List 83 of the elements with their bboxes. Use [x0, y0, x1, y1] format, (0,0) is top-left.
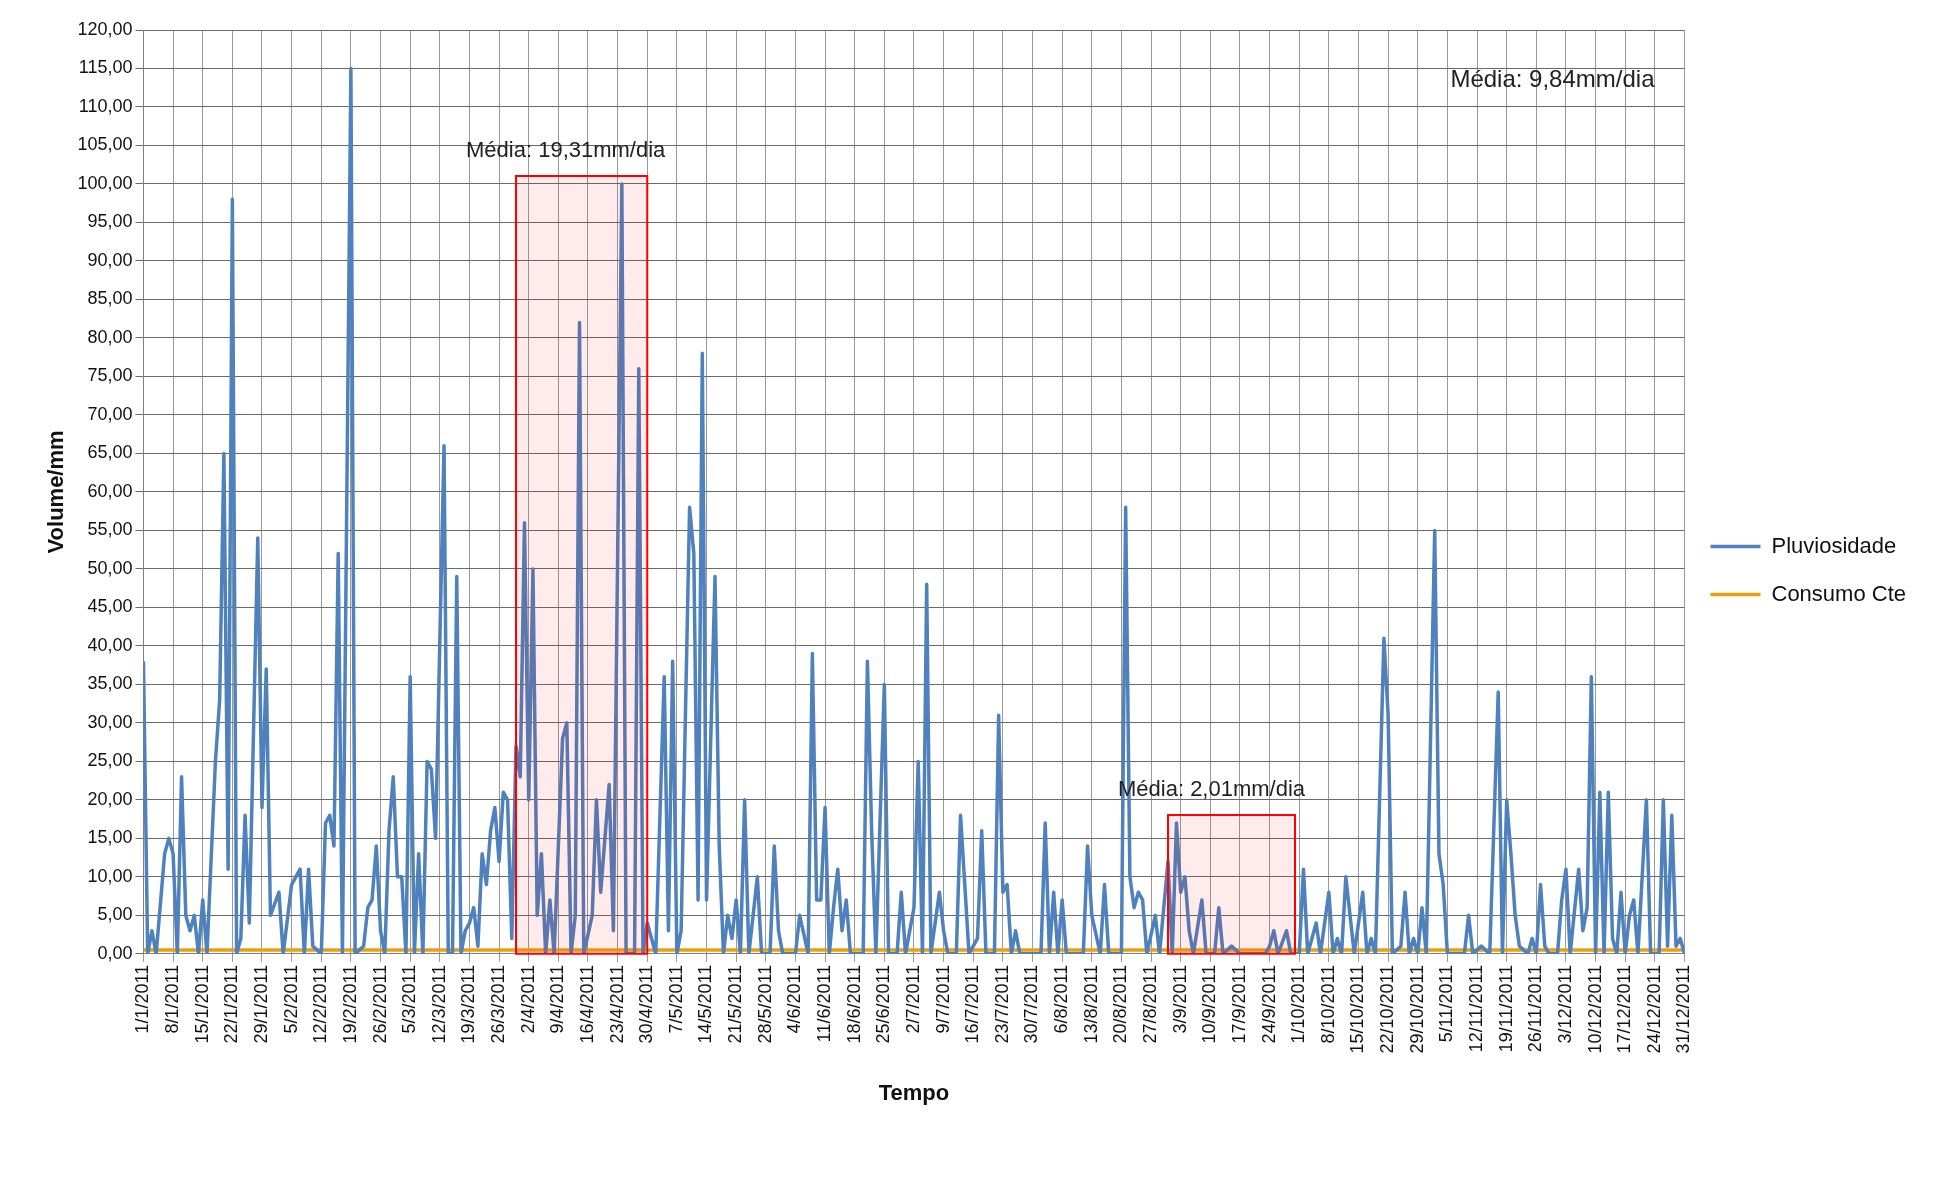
- x-tick-label: 12/3/2011: [428, 964, 449, 1044]
- x-tick-label: 16/7/2011: [962, 964, 983, 1044]
- y-tick-label: 65,00: [87, 442, 133, 463]
- x-tick-label: 3/9/2011: [1169, 964, 1190, 1034]
- y-tick-label: 5,00: [97, 904, 133, 925]
- x-tick-label: 30/4/2011: [636, 964, 657, 1044]
- x-tick-label: 1/1/2011: [132, 964, 153, 1034]
- x-tick-label: 20/8/2011: [1110, 964, 1131, 1044]
- x-tick-label: 28/5/2011: [754, 964, 775, 1044]
- x-tick-label: 19/2/2011: [339, 964, 360, 1044]
- y-tick-label: 110,00: [78, 95, 133, 116]
- y-tick-label: 10,00: [87, 865, 133, 886]
- x-tick-label: 26/3/2011: [488, 964, 509, 1044]
- x-tick-label: 21/5/2011: [725, 964, 746, 1044]
- x-tick-label: 1/10/2011: [1288, 964, 1309, 1044]
- x-tick-label: 2/4/2011: [517, 964, 538, 1034]
- x-tick-label: 27/8/2011: [1140, 964, 1161, 1044]
- x-tick-label: 9/4/2011: [547, 964, 568, 1034]
- x-tick-label: 3/12/2011: [1554, 964, 1575, 1044]
- x-tick-label: 12/2/2011: [310, 964, 331, 1044]
- x-tick-label: 8/10/2011: [1317, 964, 1338, 1044]
- x-tick-label: 2/7/2011: [902, 964, 923, 1034]
- y-tick-label: 90,00: [87, 249, 133, 270]
- x-tick-label: 12/11/2011: [1466, 964, 1487, 1053]
- x-tick-label: 19/3/2011: [458, 964, 479, 1044]
- x-tick-label: 23/7/2011: [991, 964, 1012, 1044]
- y-tick-label: 70,00: [87, 403, 133, 424]
- x-tick-label: 5/2/2011: [280, 964, 301, 1034]
- x-tick-label: 31/12/2011: [1673, 964, 1694, 1054]
- x-tick-label: 26/11/2011: [1525, 964, 1546, 1053]
- y-tick-label: 115,00: [78, 57, 133, 78]
- x-tick-label: 30/7/2011: [1021, 964, 1042, 1044]
- x-tick-label: 24/9/2011: [1258, 964, 1279, 1044]
- x-tick-label: 25/6/2011: [873, 964, 894, 1044]
- y-tick-label: 25,00: [87, 750, 133, 771]
- y-tick-label: 50,00: [87, 557, 133, 578]
- x-tick-label: 14/5/2011: [695, 964, 716, 1044]
- y-tick-label: 120,00: [77, 18, 133, 39]
- x-tick-label: 18/6/2011: [843, 964, 864, 1044]
- y-tick-label: 85,00: [87, 288, 133, 309]
- y-tick-label: 0,00: [97, 942, 133, 963]
- x-tick-label: 22/10/2011: [1377, 964, 1398, 1054]
- legend-label: Pluviosidade: [1771, 532, 1897, 558]
- x-tick-label: 10/9/2011: [1199, 964, 1220, 1044]
- y-tick-label: 15,00: [87, 827, 133, 848]
- y-axis-title: Volume/mm: [43, 430, 69, 554]
- x-tick-label: 23/4/2011: [606, 964, 627, 1044]
- x-tick-label: 13/8/2011: [1080, 964, 1101, 1044]
- x-tick-label: 29/10/2011: [1406, 964, 1427, 1054]
- legend-label: Consumo Cte: [1771, 580, 1907, 606]
- x-tick-label: 7/5/2011: [665, 964, 686, 1034]
- x-tick-label: 15/10/2011: [1347, 964, 1368, 1054]
- x-tick-label: 5/3/2011: [399, 964, 420, 1034]
- x-tick-label: 5/11/2011: [1436, 964, 1457, 1043]
- x-tick-label: 8/1/2011: [162, 964, 183, 1034]
- y-tick-label: 30,00: [87, 711, 133, 732]
- x-tick-label: 17/12/2011: [1614, 964, 1635, 1054]
- x-tick-label: 29/1/2011: [250, 964, 271, 1044]
- y-tick-label: 20,00: [87, 788, 133, 809]
- x-tick-label: 19/11/2011: [1495, 964, 1516, 1053]
- y-tick-label: 75,00: [87, 365, 133, 386]
- y-tick-label: 105,00: [77, 134, 133, 155]
- x-tick-label: 4/6/2011: [784, 964, 805, 1034]
- x-tick-label: 24/12/2011: [1643, 964, 1664, 1054]
- y-tick-label: 95,00: [87, 211, 133, 232]
- y-tick-label: 40,00: [87, 634, 133, 655]
- y-tick-label: 45,00: [87, 596, 133, 617]
- x-tick-label: 22/1/2011: [221, 964, 242, 1044]
- x-tick-label: 16/4/2011: [576, 964, 597, 1044]
- x-tick-label: 10/12/2011: [1584, 964, 1605, 1054]
- y-tick-label: 55,00: [87, 519, 133, 540]
- x-tick-label: 17/9/2011: [1228, 964, 1249, 1044]
- x-tick-label: 15/1/2011: [191, 964, 212, 1044]
- annotation: Média: 9,84mm/dia: [1450, 64, 1656, 92]
- y-tick-label: 100,00: [77, 172, 133, 193]
- x-axis-title: Tempo: [878, 1079, 950, 1105]
- x-tick-label: 9/7/2011: [932, 964, 953, 1034]
- y-tick-label: 80,00: [87, 326, 133, 347]
- x-tick-label: 26/2/2011: [369, 964, 390, 1044]
- x-tick-label: 11/6/2011: [814, 964, 835, 1043]
- y-tick-label: 60,00: [87, 480, 133, 501]
- y-tick-label: 35,00: [87, 673, 133, 694]
- x-tick-label: 6/8/2011: [1051, 964, 1072, 1034]
